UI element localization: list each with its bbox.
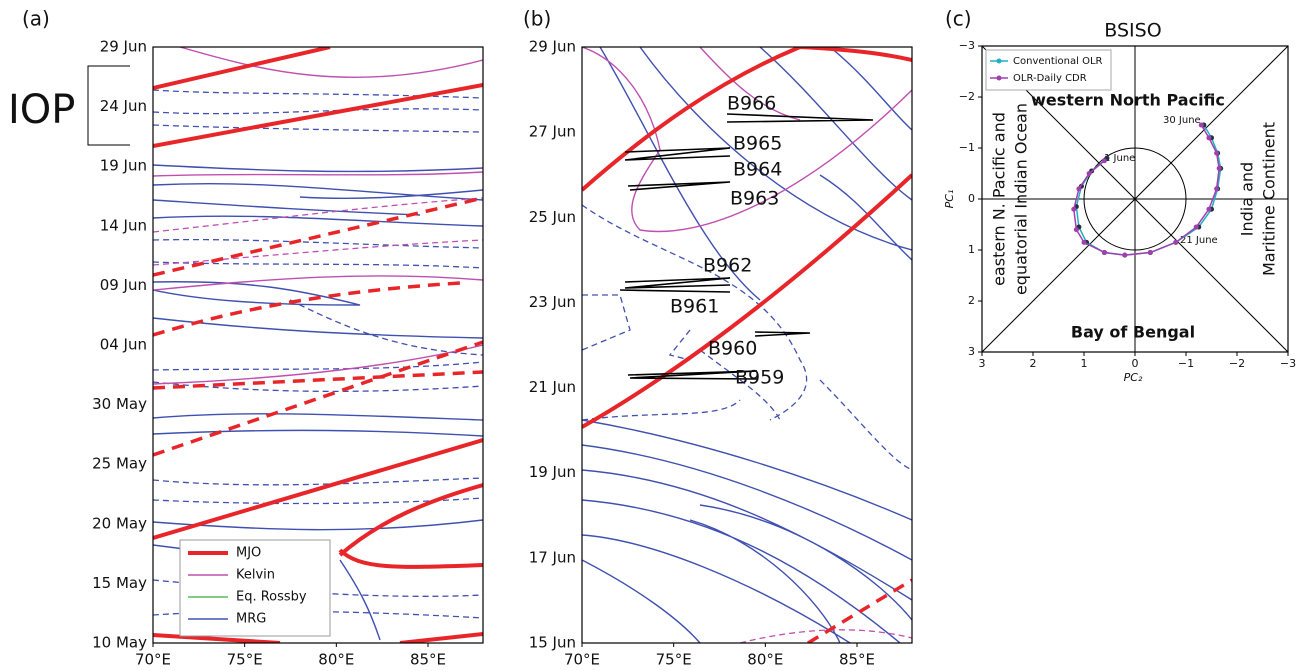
- storm-label: B960: [708, 338, 757, 360]
- panel-label: (c): [945, 7, 972, 31]
- y-tick-label: 25 Jun: [529, 208, 576, 226]
- x-tick-label: 80°E: [747, 651, 783, 669]
- y-tick-label: 3: [968, 345, 975, 358]
- x-tick-label: 0: [1132, 357, 1139, 370]
- x-tick-label: −2: [1229, 357, 1245, 370]
- point: [1071, 206, 1077, 212]
- point: [1214, 150, 1220, 156]
- y-tick-label: 20 May: [92, 514, 147, 532]
- y-tick-label: 09 Jun: [100, 276, 147, 294]
- y-tick-label: 14 Jun: [100, 216, 147, 234]
- y-axis-label: PC₁: [943, 190, 956, 209]
- legend-marker: [996, 75, 1002, 81]
- y-tick-label: 21 Jun: [529, 378, 576, 396]
- y-tick-label: 17 Jun: [529, 548, 576, 566]
- date-label: 21 June: [1180, 235, 1218, 246]
- point: [1214, 186, 1220, 192]
- y-tick-label: −1: [959, 141, 975, 154]
- x-tick-label: 80°E: [318, 651, 354, 669]
- legend-label: Kelvin: [236, 568, 275, 583]
- legend-label: MJO: [236, 546, 261, 561]
- x-axis-label: PC₂: [1124, 371, 1143, 384]
- phase-diagram: [981, 45, 1289, 353]
- date-label: 30 June: [1163, 115, 1201, 126]
- point: [1206, 135, 1212, 141]
- x-tick-label: 75°E: [227, 651, 263, 669]
- y-tick-label: 29 Jun: [100, 38, 147, 56]
- panel-label: (a): [22, 7, 50, 31]
- region-label: eastern N. Pacific and: [990, 112, 1009, 286]
- point: [1216, 165, 1222, 171]
- legend-label: Conventional OLR: [1013, 56, 1103, 67]
- y-tick-label: 19 Jun: [529, 463, 576, 481]
- storm-label: B965: [733, 133, 782, 155]
- point: [1086, 171, 1092, 176]
- region-label: Bay of Bengal: [1071, 323, 1195, 342]
- panel-label: (b): [523, 7, 551, 31]
- storm-label: B959: [735, 367, 784, 389]
- legend-box: [179, 539, 331, 637]
- chart-title: BSISO: [1104, 20, 1161, 42]
- y-tick-label: 19 Jun: [100, 157, 147, 175]
- iop-bracket: [87, 65, 130, 146]
- storm-label: B963: [730, 188, 779, 210]
- point: [1122, 252, 1128, 258]
- x-tick-label: 85°E: [839, 651, 875, 669]
- point: [1076, 186, 1082, 192]
- y-tick-label: 1: [968, 243, 975, 256]
- y-tick-label: 15 Jun: [529, 634, 576, 652]
- x-tick-label: −3: [1280, 357, 1296, 370]
- plot-frame: [581, 46, 913, 644]
- point: [1081, 239, 1087, 245]
- point: [1193, 224, 1199, 230]
- legend-label: OLR-Daily CDR: [1013, 73, 1087, 84]
- legend-label: MRG: [236, 612, 266, 627]
- x-tick-label: −1: [1178, 357, 1194, 370]
- region-label: equatorial Indian Ocean: [1012, 103, 1031, 295]
- point: [1101, 250, 1107, 256]
- x-tick-label: 75°E: [656, 651, 692, 669]
- contours-a: [153, 47, 483, 643]
- y-tick-label: 29 Jun: [529, 38, 576, 56]
- y-tick-label: 15 May: [92, 574, 147, 592]
- region-label: western North Pacific: [1031, 91, 1225, 110]
- point: [1073, 227, 1079, 233]
- y-tick-label: 2: [968, 294, 975, 307]
- storm-label: B962: [703, 255, 752, 277]
- storm-label: B964: [733, 159, 782, 181]
- x-tick-label: 70°E: [564, 651, 600, 669]
- y-tick-label: 30 May: [92, 395, 147, 413]
- point: [1206, 206, 1212, 212]
- y-tick-label: −2: [959, 90, 975, 103]
- iop-label: IOP: [8, 87, 75, 133]
- storm-label: B966: [727, 93, 776, 115]
- x-tick-label: 85°E: [410, 651, 446, 669]
- point: [1101, 158, 1107, 164]
- region-label: Maritime Continent: [1260, 122, 1279, 276]
- x-tick-label: 1: [1081, 357, 1088, 370]
- x-tick-label: 2: [1030, 357, 1037, 370]
- y-tick-label: 04 Jun: [100, 336, 147, 354]
- region-label: India and: [1238, 162, 1257, 236]
- point: [1173, 239, 1179, 245]
- x-tick-label: 70°E: [135, 651, 171, 669]
- y-tick-label: 0: [968, 192, 975, 205]
- x-tick-label: 3: [979, 357, 986, 370]
- contours-b: [582, 47, 912, 643]
- legend-marker: [996, 58, 1002, 64]
- y-tick-label: 10 May: [92, 634, 147, 652]
- legend-label: Eq. Rossby: [236, 590, 307, 605]
- date-label: 1 June: [1104, 153, 1135, 164]
- plot-frame: [152, 46, 484, 644]
- y-tick-label: 24 Jun: [100, 97, 147, 115]
- y-tick-label: 25 May: [92, 455, 147, 473]
- storm-label: B961: [670, 296, 719, 318]
- y-tick-label: 23 Jun: [529, 293, 576, 311]
- y-tick-label: −3: [959, 39, 975, 52]
- y-tick-label: 27 Jun: [529, 123, 576, 141]
- point: [1147, 250, 1153, 256]
- point: [1198, 122, 1204, 128]
